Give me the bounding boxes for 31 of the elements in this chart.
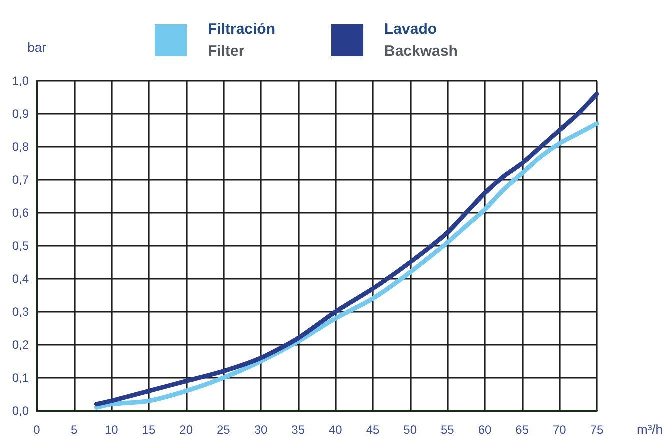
- x-tick-label: 60: [478, 423, 492, 436]
- x-tick-label: 5: [70, 423, 78, 436]
- x-tick-label: 35: [292, 423, 306, 436]
- x-tick-label: 40: [328, 423, 343, 436]
- x-tick-label: 55: [440, 423, 455, 436]
- x-tick-label: 70: [552, 423, 567, 436]
- x-tick-label: 15: [142, 423, 156, 436]
- y-tick-label: 0,9: [12, 107, 30, 121]
- legend-label: Filtración Filter: [208, 21, 276, 60]
- x-tick-label: 65: [516, 423, 530, 436]
- y-tick-label: 0,2: [12, 338, 30, 352]
- y-axis-title: bar: [28, 40, 48, 55]
- legend-label: Lavado Backwash: [384, 21, 458, 60]
- y-tick-label: 1,0: [12, 74, 30, 88]
- x-tick-label: 0: [34, 423, 41, 436]
- y-tick-label: 0,7: [12, 173, 30, 187]
- x-tick-label: 45: [366, 423, 380, 436]
- y-tick-label: 0,4: [12, 272, 30, 286]
- y-tick-label: 0,1: [12, 371, 30, 385]
- y-tick-label: 0,3: [12, 305, 30, 319]
- x-tick-label: 50: [404, 423, 418, 436]
- y-tick-label: 0,5: [12, 239, 30, 253]
- y-tick-label: 0,6: [12, 206, 30, 220]
- x-tick-label: 25: [216, 423, 231, 436]
- y-tick-label: 0,8: [12, 140, 30, 154]
- x-tick-label: 30: [254, 423, 268, 436]
- x-tick-label: 10: [104, 423, 119, 436]
- x-tick-label: 20: [180, 423, 194, 436]
- y-tick-label: 0,0: [12, 404, 30, 418]
- x-tick-label: 75: [590, 423, 604, 436]
- x-axis-title: m³/h: [637, 422, 663, 436]
